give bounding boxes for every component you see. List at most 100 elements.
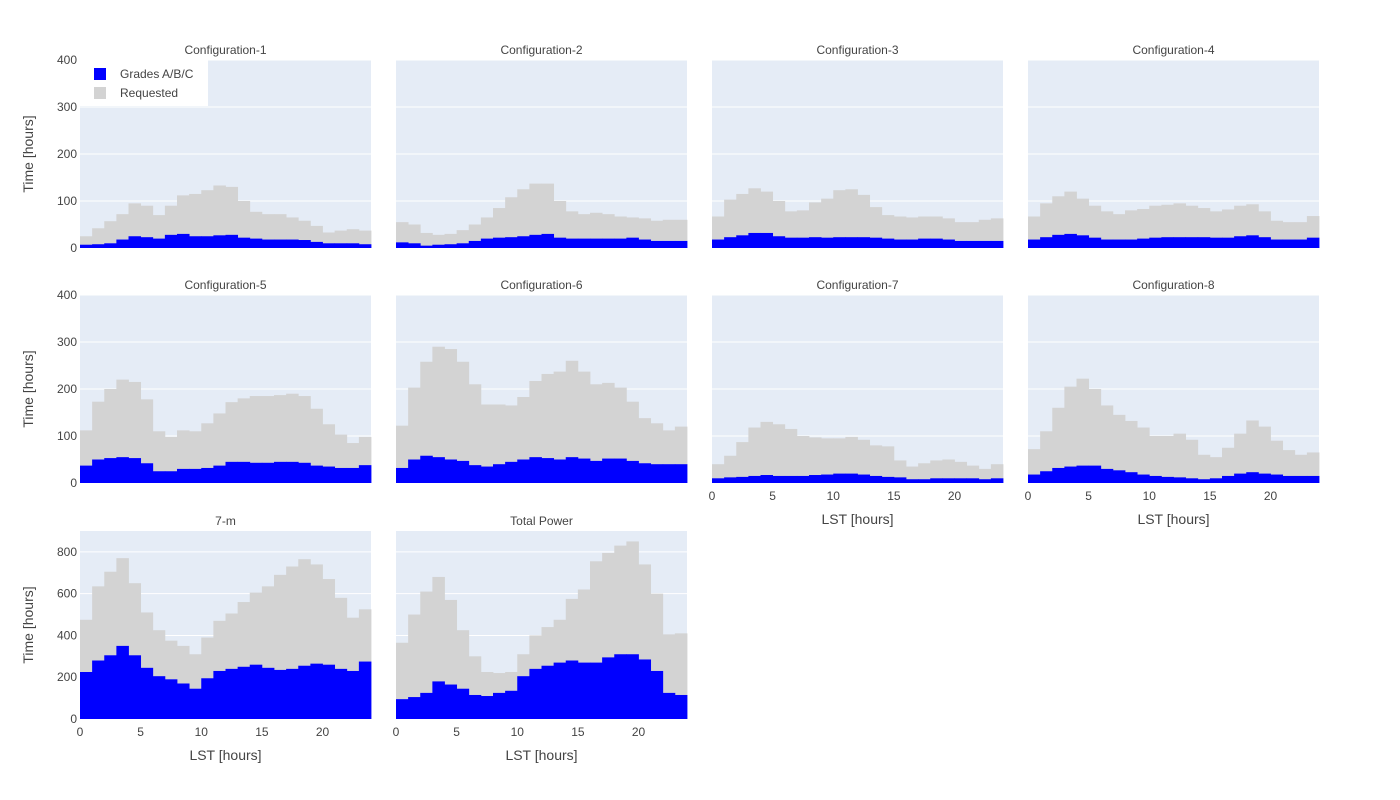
bar-requested — [152, 431, 166, 483]
panel-8: Configuration-8 0 5 10 15 20 LST [hours] — [1025, 278, 1320, 527]
bar-grades — [577, 238, 591, 248]
bar-grades — [662, 692, 676, 719]
bar-grades — [541, 458, 555, 483]
x-tick-label: 10 — [1143, 489, 1157, 503]
bar-grades — [577, 662, 591, 719]
bar-requested — [1161, 436, 1174, 483]
bar-grades — [152, 238, 166, 248]
legend-item[interactable]: Grades A/B/C — [94, 67, 194, 81]
bar-requested — [724, 455, 737, 483]
y-tick-label: 200 — [57, 382, 77, 396]
bar-grades — [189, 236, 202, 248]
bar-grades — [420, 692, 433, 719]
bar-grades — [614, 654, 627, 719]
bar-requested — [225, 186, 239, 248]
bar-grades — [833, 237, 846, 248]
bar-grades — [1052, 467, 1065, 483]
bar-requested — [553, 371, 567, 483]
bar-grades — [1064, 466, 1077, 483]
y-tick-label: 400 — [57, 288, 77, 302]
bar-grades — [736, 476, 749, 483]
x-tick-label: 5 — [1085, 489, 1092, 503]
bar-grades — [346, 670, 360, 719]
bar-grades — [1161, 476, 1174, 483]
panel-4: Configuration-4 — [1028, 43, 1320, 248]
bar-grades — [1173, 237, 1187, 248]
bar-grades — [990, 478, 1004, 483]
bar-grades — [358, 465, 372, 483]
bar-grades — [650, 670, 664, 719]
bar-grades — [164, 234, 178, 248]
bar-grades — [104, 655, 117, 719]
bar-grades — [261, 239, 275, 248]
bar-grades — [1185, 478, 1199, 483]
bar-requested — [821, 438, 834, 483]
bar-grades — [1137, 474, 1150, 483]
bar-requested — [104, 221, 117, 248]
bar-requested — [92, 228, 105, 248]
x-tick-label: 15 — [887, 489, 901, 503]
bar-requested — [1052, 407, 1065, 483]
x-tick-label: 15 — [1203, 489, 1217, 503]
bar-grades — [420, 245, 433, 248]
bar-grades — [80, 672, 93, 719]
bar-grades — [1270, 239, 1284, 248]
x-tick-label: 0 — [77, 725, 84, 739]
bar-grades — [857, 237, 871, 248]
bar-grades — [724, 237, 737, 248]
bar-grades — [650, 240, 664, 248]
bar-grades — [602, 657, 615, 719]
bar-grades — [553, 459, 567, 483]
bar-requested — [784, 428, 798, 483]
legend-item[interactable]: Requested — [94, 86, 178, 100]
bar-grades — [1306, 237, 1320, 248]
bar-requested — [1088, 205, 1102, 248]
bar-grades — [1161, 237, 1174, 248]
bar-requested — [821, 198, 834, 248]
bar-grades — [809, 237, 822, 248]
bar-grades — [164, 679, 178, 719]
bar-grades — [893, 239, 907, 248]
bar-requested — [249, 396, 263, 483]
bar-requested — [1125, 420, 1138, 483]
bar-grades — [772, 475, 786, 483]
bar-requested — [468, 384, 482, 483]
bar-grades — [784, 475, 798, 483]
bar-grades — [346, 243, 360, 248]
bar-grades — [650, 464, 664, 483]
bar-grades — [152, 471, 166, 483]
bar-grades — [966, 478, 980, 483]
bar-grades — [881, 238, 895, 248]
bar-grades — [1100, 468, 1114, 483]
bar-grades — [906, 479, 919, 483]
bar-grades — [1197, 479, 1211, 483]
bar-grades — [857, 474, 871, 483]
bar-grades — [408, 459, 421, 483]
bar-grades — [128, 655, 142, 719]
bar-requested — [1040, 203, 1053, 248]
bar-grades — [1258, 237, 1271, 248]
y-tick-label: 400 — [57, 53, 77, 67]
bar-grades — [396, 699, 409, 719]
bar-grades — [918, 479, 931, 483]
bar-requested — [809, 202, 822, 248]
x-tick-label: 20 — [632, 725, 646, 739]
legend-label: Grades A/B/C — [120, 67, 194, 81]
bar-grades — [249, 238, 263, 248]
bar-requested — [942, 459, 955, 483]
bar-grades — [760, 232, 774, 248]
bar-grades — [590, 460, 603, 483]
bar-grades — [869, 475, 883, 483]
bar-grades — [358, 244, 372, 248]
bar-requested — [480, 404, 494, 483]
bar-grades — [274, 669, 287, 719]
bar-grades — [590, 662, 603, 719]
legend[interactable]: Grades A/B/C Requested — [80, 60, 208, 106]
bar-grades — [408, 243, 421, 248]
bar-grades — [1125, 239, 1138, 248]
bar-grades — [1246, 235, 1259, 248]
bar-requested — [1040, 431, 1053, 483]
bar-grades — [468, 240, 482, 248]
y-tick-label: 800 — [57, 545, 77, 559]
bar-grades — [261, 667, 275, 719]
